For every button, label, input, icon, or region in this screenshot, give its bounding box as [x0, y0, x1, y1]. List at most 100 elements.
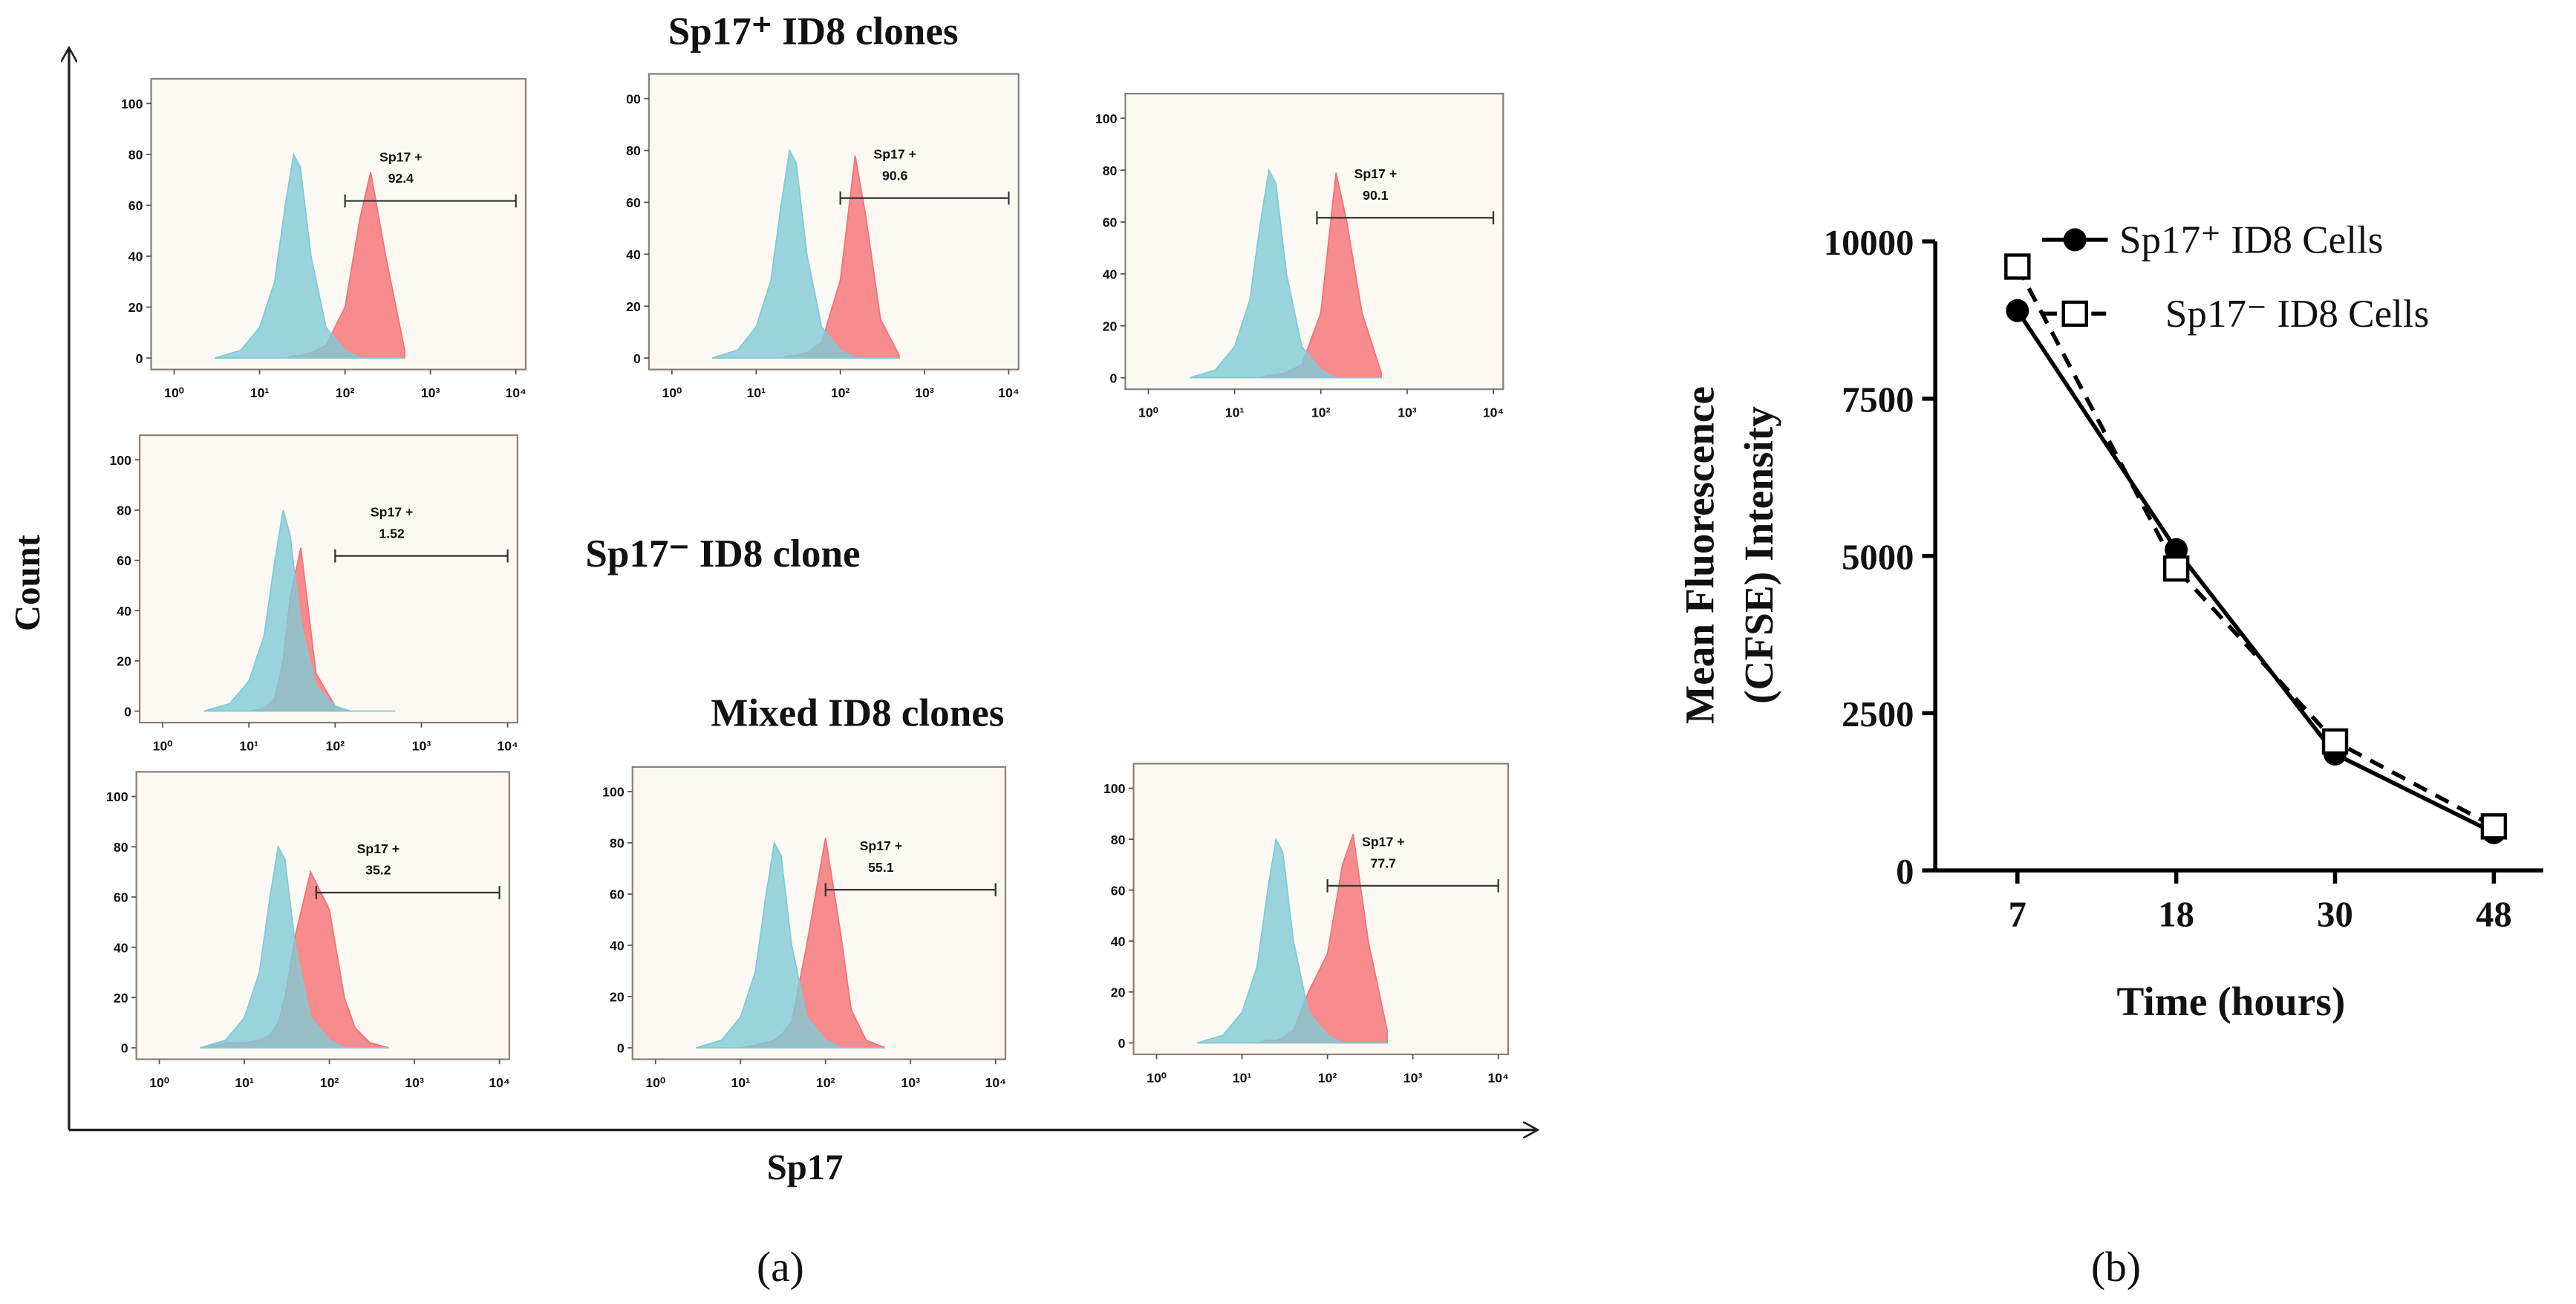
gate-label: Sp17 +: [1354, 166, 1398, 181]
y-tick-label: 20: [610, 990, 625, 1005]
x-tick-label: 10⁰: [645, 1075, 665, 1090]
y-tick-label: 2500: [1842, 694, 1914, 734]
y-tick-label: 0: [617, 1041, 625, 1056]
x-axis-label: Time (hours): [2117, 979, 2346, 1024]
gate-label: Sp17 +: [357, 841, 400, 856]
y-tick-label: 40: [117, 604, 131, 619]
y-tick-label: 80: [610, 836, 625, 851]
y-tick-label: 0: [633, 351, 641, 366]
x-tick-label: 10⁴: [985, 1075, 1005, 1090]
x-tick-label: 30: [2317, 894, 2353, 934]
gate-value: 90.1: [1363, 188, 1389, 203]
density-area: [203, 509, 396, 712]
y-tick-label: 40: [610, 939, 625, 953]
y-tick-label: 60: [1111, 883, 1126, 898]
x-tick-label: 7: [2009, 894, 2026, 934]
x-tick-label: 10⁰: [1147, 1070, 1167, 1085]
panel-label: (a): [757, 1244, 804, 1291]
y-tick-label: 20: [128, 300, 143, 315]
y-tick-label: 100: [1095, 111, 1118, 126]
y-tick-label: 80: [1103, 163, 1118, 178]
y-tick-label: 60: [128, 198, 143, 213]
y-tick-label: 100: [602, 785, 625, 800]
x-tick-label: 10⁰: [662, 385, 682, 400]
gate-label: Sp17 +: [1362, 835, 1405, 850]
y-tick-label: 0: [1896, 852, 1914, 892]
y-tick-label: 20: [114, 991, 128, 1005]
y-tick-label: 0: [124, 704, 131, 719]
panel-label: (b): [2091, 1244, 2141, 1291]
data-point: [2480, 813, 2508, 840]
y-tick-label: 0: [1110, 371, 1118, 385]
gate-label: Sp17 +: [371, 505, 414, 520]
y-tick-label: 60: [117, 553, 131, 568]
gate-value: 92.4: [388, 171, 414, 186]
density-area: [696, 841, 885, 1049]
histogram-frame: [138, 434, 519, 724]
x-tick-label: 10¹: [235, 1075, 254, 1090]
y-tick-label: 0: [1118, 1036, 1126, 1051]
x-tick-label: 10⁴: [505, 385, 526, 400]
y-tick-label: 80: [117, 503, 131, 518]
x-tick-label: 10²: [1311, 405, 1331, 420]
x-tick-label: 10⁰: [164, 385, 184, 400]
density-area: [215, 152, 405, 359]
x-tick-label: 48: [2476, 894, 2512, 934]
series-line: [2015, 265, 2495, 829]
y-tick-label: 40: [128, 250, 143, 264]
y-tick-label: 20: [626, 299, 641, 314]
x-tick-label: 10³: [412, 739, 431, 754]
y-tick-label: 100: [106, 789, 128, 804]
x-tick-label: 10⁴: [1487, 1070, 1508, 1085]
gate-label: Sp17 +: [379, 149, 423, 164]
y-tick-label: 20: [1111, 985, 1126, 1000]
y-tick-label: 100: [121, 97, 143, 111]
y-tick-label: 40: [114, 940, 128, 955]
y-tick-label: 20: [1103, 319, 1118, 333]
y-tick-label: 20: [117, 654, 131, 669]
gate-value: 55.1: [868, 860, 894, 875]
series-line: [2015, 309, 2495, 835]
gate-label: Sp17 +: [873, 147, 916, 162]
x-tick-label: 10²: [326, 739, 345, 754]
x-tick-label: 10²: [831, 385, 850, 400]
data-point: [2004, 253, 2031, 280]
group-title: Mixed ID8 clones: [711, 692, 1004, 735]
y-tick-label: 00: [626, 91, 641, 106]
x-tick-label: 10³: [915, 385, 934, 400]
x-tick-label: 10³: [1398, 405, 1417, 420]
y-tick-label: 80: [626, 143, 641, 158]
gate-value: 1.52: [379, 526, 405, 541]
x-tick-label: 10¹: [1225, 405, 1245, 420]
legend-label: Sp17⁺ ID8 Cells: [2119, 219, 2383, 262]
x-tick-label: 10²: [816, 1075, 835, 1090]
y-tick-label: 60: [626, 195, 641, 210]
y-tick-label: 80: [114, 840, 128, 855]
x-tick-label: 10²: [1318, 1070, 1337, 1085]
y-tick-label: 0: [136, 351, 143, 366]
y-tick-label: 100: [1103, 781, 1126, 796]
x-tick-label: 10³: [421, 385, 440, 400]
y-tick-label: 40: [626, 247, 641, 262]
y-tick-label: 40: [1103, 267, 1118, 282]
y-tick-label: 60: [114, 890, 128, 905]
data-point: [2162, 555, 2190, 582]
x-tick-label: 10²: [320, 1075, 339, 1090]
x-tick-label: 10⁰: [153, 739, 173, 754]
sp17-label: Sp17: [767, 1147, 844, 1187]
legend-label: Sp17⁻ ID8 Cells: [2165, 293, 2429, 336]
x-tick-label: 10⁴: [489, 1075, 509, 1090]
legend-marker: [2061, 300, 2088, 327]
y-tick-label: 10000: [1824, 223, 1914, 263]
y-tick-label: 100: [109, 453, 131, 468]
density-area: [711, 148, 899, 359]
gate-label: Sp17 +: [860, 838, 903, 853]
x-tick-label: 10²: [336, 385, 355, 400]
gate-value: 35.2: [365, 863, 391, 878]
x-tick-label: 10³: [1403, 1070, 1423, 1085]
x-tick-label: 10³: [901, 1075, 920, 1090]
density-area: [1197, 837, 1388, 1044]
x-tick-label: 10⁴: [1483, 405, 1504, 420]
x-tick-label: 10⁰: [149, 1075, 169, 1090]
